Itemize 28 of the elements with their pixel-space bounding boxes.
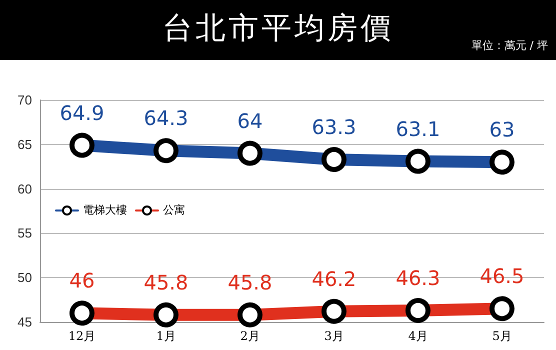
data-label: 46.5 [480,264,524,288]
data-label: 46.2 [312,266,356,291]
chart-subtitle: 單位：萬元 / 坪 [471,38,548,53]
y-tick-label: 45 [18,314,32,330]
data-label: 46.3 [396,266,440,290]
legend-label: 電梯大樓 [83,204,127,216]
x-tick-label: 4月 [408,329,428,343]
data-label: 64.9 [60,100,104,125]
y-tick-label: 65 [18,136,32,152]
data-label: 45.8 [228,270,272,294]
x-tick-label: 3月 [324,329,344,343]
data-label: 63.1 [396,116,440,141]
chart-title: 台北市平均房價 [162,11,394,46]
data-label: 63 [489,118,515,142]
y-tick-label: 60 [18,181,32,196]
legend-label: 公寓 [163,204,185,216]
y-tick-label: 50 [18,270,32,286]
data-label: 64.3 [144,106,188,130]
x-tick-label: 2月 [240,329,260,343]
data-label: 64 [237,108,263,133]
data-label: 46 [69,268,95,293]
y-tick-label: 70 [18,92,32,108]
x-tick-label: 1月 [156,329,176,343]
x-tick-label: 12月 [68,329,96,343]
data-label: 45.8 [144,270,188,294]
y-tick-label: 55 [18,226,32,241]
data-label: 63.3 [312,114,356,139]
x-tick-label: 5月 [492,329,512,343]
